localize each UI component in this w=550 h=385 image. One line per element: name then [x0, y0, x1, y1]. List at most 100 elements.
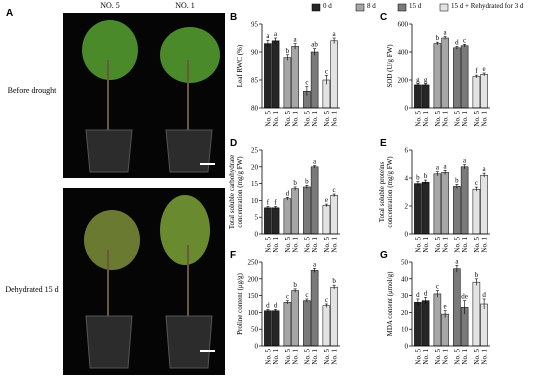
- significance-letter: b: [305, 177, 309, 185]
- bar: [322, 305, 331, 347]
- y-tick-label: 85: [251, 77, 259, 85]
- y-tick-label: 2: [405, 203, 409, 211]
- significance-letter: c: [333, 186, 336, 194]
- stems: [107, 60, 189, 318]
- significance-letter: b: [424, 172, 428, 180]
- bar: [433, 173, 442, 235]
- y-tick-label: 600: [398, 21, 409, 29]
- bar: [283, 198, 292, 235]
- significance-letter: b: [332, 277, 336, 285]
- significance-letter: c: [463, 36, 466, 44]
- significance-letter: c: [305, 79, 308, 87]
- x-tick-label: No. 5: [473, 349, 481, 365]
- x-tick-label: No. 5: [414, 237, 422, 253]
- y-axis-label: SOD (U/g FW): [386, 44, 394, 88]
- x-tick-label: No. 1: [331, 349, 339, 365]
- bar: [421, 84, 430, 109]
- x-tick-label: No. 5: [264, 349, 272, 365]
- y-tick-label: 25: [251, 147, 259, 155]
- x-tick-label: No. 5: [264, 111, 272, 127]
- y-tick-label: 30: [401, 292, 409, 300]
- bar: [322, 205, 331, 235]
- y-axis-label-line: Proline content (μg/g): [236, 272, 244, 334]
- significance-letter: d: [424, 289, 428, 297]
- legend-label: 0 d: [323, 2, 332, 10]
- y-tick-label: 5: [255, 214, 259, 222]
- significance-letter: a: [455, 257, 459, 265]
- x-tick-label: No. 1: [461, 237, 469, 253]
- significance-letter: e: [325, 196, 328, 204]
- significance-letter: d: [274, 301, 278, 309]
- y-tick-label: 95: [251, 21, 259, 29]
- panel-label: E: [380, 138, 387, 149]
- y-tick-label: 40: [401, 275, 409, 283]
- significance-letter: a: [444, 162, 448, 170]
- panel-label: A: [6, 8, 13, 19]
- bar: [271, 207, 280, 235]
- legend-swatch: [439, 3, 449, 12]
- panel-label: C: [380, 12, 387, 23]
- panel-label: D: [230, 138, 237, 149]
- bar: [310, 166, 319, 235]
- x-tick-label: No. 1: [272, 111, 280, 127]
- x-tick-label: No. 5: [323, 349, 331, 365]
- y-tick-label: 50: [251, 326, 259, 334]
- significance-letter: a: [274, 30, 278, 38]
- x-tick-label: No. 1: [461, 111, 469, 127]
- significance-letter: de: [461, 293, 468, 301]
- y-tick-label: 200: [398, 77, 409, 85]
- bar: [453, 268, 461, 347]
- significance-letter: a: [444, 29, 448, 37]
- y-axis-label: Proline content (μg/g): [236, 272, 244, 334]
- bar: [472, 76, 481, 109]
- y-tick-label: 20: [251, 163, 259, 171]
- x-tick-label: No. 5: [473, 111, 481, 127]
- x-tick-label: No. 1: [292, 237, 300, 253]
- x-tick-label: No. 1: [272, 237, 280, 253]
- significance-letter: c: [436, 283, 439, 291]
- y-tick-label: 200: [248, 275, 259, 283]
- legend-swatch: [397, 3, 407, 12]
- significance-letter: a: [266, 32, 270, 40]
- significance-letter: a: [313, 260, 317, 268]
- column-label: NO. 5: [100, 1, 120, 10]
- y-axis-label: Leaf RWC (%): [236, 44, 244, 87]
- panel-label: G: [380, 250, 388, 261]
- bar: [291, 46, 299, 109]
- significance-letter: f: [475, 67, 478, 75]
- significance-letter: a: [294, 36, 298, 44]
- significance-letter: b: [286, 47, 290, 55]
- bar: [460, 45, 469, 109]
- bar: [264, 310, 272, 347]
- legend-swatch: [311, 3, 321, 12]
- x-tick-label: No. 1: [422, 349, 430, 365]
- y-tick-label: 250: [248, 259, 259, 267]
- y-tick-label: 4: [405, 175, 409, 183]
- bar: [330, 286, 338, 347]
- bar: [271, 40, 280, 109]
- y-axis-label: Total soluble carbohydrateconcentration …: [228, 155, 244, 230]
- significance-letter: g: [416, 76, 420, 84]
- bar: [453, 186, 461, 235]
- bar: [414, 84, 422, 109]
- bar: [441, 313, 449, 347]
- x-tick-label: No. 1: [442, 349, 450, 365]
- significance-letter: b: [475, 271, 479, 279]
- x-tick-label: No. 1: [331, 237, 339, 253]
- significance-letter: d: [266, 301, 270, 309]
- bar: [303, 186, 311, 235]
- x-tick-label: No. 5: [303, 111, 311, 127]
- significance-letter: d: [416, 291, 420, 299]
- y-axis-label-line: MDA content (μmol/g): [386, 271, 394, 336]
- row-label: Dehydrated 15 d: [5, 285, 58, 294]
- x-tick-label: No. 5: [434, 237, 442, 253]
- significance-letter: b: [416, 174, 420, 182]
- x-tick-label: No. 5: [453, 111, 461, 127]
- significance-letter: a: [333, 30, 337, 38]
- bar: [283, 57, 292, 109]
- significance-letter: b: [293, 281, 297, 289]
- x-tick-label: No. 5: [264, 237, 272, 253]
- bar: [433, 293, 442, 347]
- y-axis-label-line: Total soluble carbohydrate: [228, 155, 236, 230]
